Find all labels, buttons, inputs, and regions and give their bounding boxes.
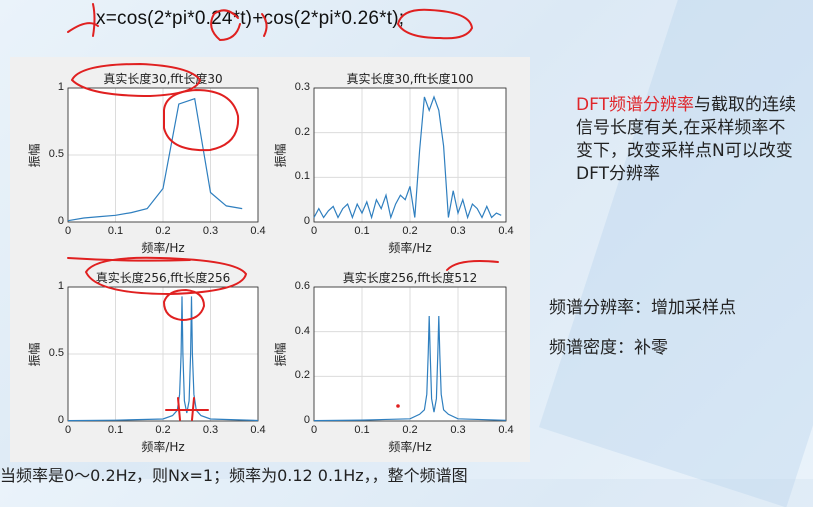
y-tick-label: 0: [38, 414, 64, 426]
signal-equation: x=cos(2*pi*0.24*t)+cos(2*pi*0.26*t);: [96, 8, 404, 30]
x-tick-label: 0.2: [400, 424, 420, 436]
plot-title: 真实长度30,fft长度100: [314, 70, 506, 87]
x-tick-label: 0.3: [201, 225, 221, 237]
resolution-explanation: DFT频谱分辨率与截取的连续信号长度有关,在采样频率不变下，改变采样点N可以改变…: [576, 94, 796, 186]
x-axis-label: 频率/Hz: [68, 239, 258, 256]
annotation-stroke: [68, 23, 98, 32]
x-tick-label: 0.3: [201, 424, 221, 436]
x-tick-label: 0.2: [153, 424, 173, 436]
y-axis-label: 振幅: [26, 136, 43, 176]
y-tick-label: 1: [38, 280, 64, 292]
y-axis-label: 振幅: [272, 335, 289, 375]
x-axis-label: 频率/Hz: [314, 239, 506, 256]
x-tick-label: 0.3: [448, 424, 468, 436]
y-axis-label: 振幅: [26, 335, 43, 375]
y-tick-label: 0: [284, 414, 310, 426]
x-tick-label: 0.3: [448, 225, 468, 237]
y-tick-label: 0: [284, 215, 310, 227]
x-tick-label: 0.2: [400, 225, 420, 237]
x-tick-label: 0.4: [496, 424, 516, 436]
x-tick-label: 0.1: [352, 424, 372, 436]
bottom-caption: 当频率是0～0.2Hz，则Nx=1；频率为0.12 0.1Hz，，整个频谱图: [0, 462, 468, 486]
plot-title: 真实长度256,fft长度512: [314, 269, 506, 286]
y-tick-label: 0: [38, 215, 64, 227]
x-axis-label: 频率/Hz: [314, 438, 506, 455]
highlight-term: DFT频谱分辨率: [576, 95, 694, 115]
annotation-stroke: [93, 4, 95, 36]
annotation-circle: [398, 10, 472, 39]
density-note: 频谱密度：补零: [549, 333, 668, 358]
y-tick-label: 0.3: [284, 81, 310, 93]
slide-background-shape: [539, 0, 813, 507]
y-tick-label: 0.6: [284, 280, 310, 292]
plot-title: 真实长度30,fft长度30: [68, 70, 258, 87]
x-tick-label: 0.2: [153, 225, 173, 237]
plot-title: 真实长度256,fft长度256: [68, 269, 258, 286]
x-tick-label: 0.1: [352, 225, 372, 237]
x-tick-label: 0.4: [496, 225, 516, 237]
y-tick-label: 1: [38, 81, 64, 93]
x-tick-label: 0.1: [106, 424, 126, 436]
resolution-note: 频谱分辨率：增加采样点: [549, 293, 736, 318]
y-axis-label: 振幅: [272, 136, 289, 176]
x-tick-label: 0.1: [106, 225, 126, 237]
x-axis-label: 频率/Hz: [68, 438, 258, 455]
